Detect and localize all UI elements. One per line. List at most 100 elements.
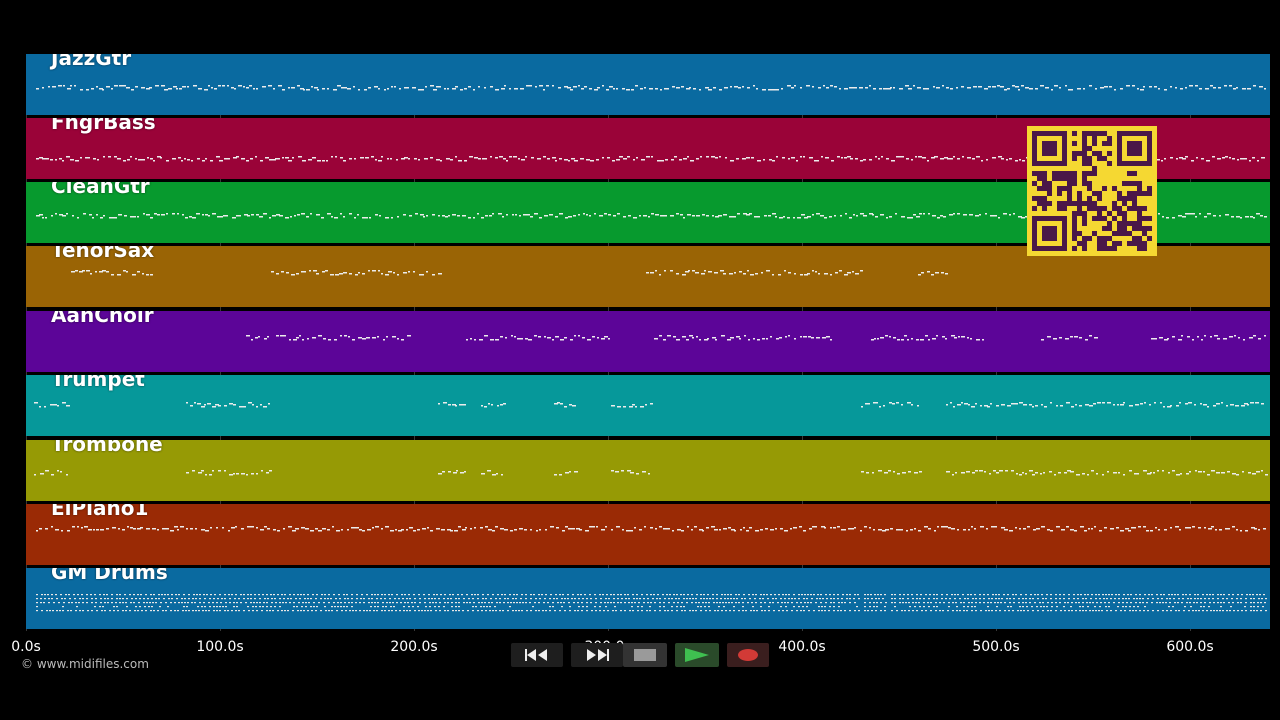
note-mark (841, 529, 844, 531)
play-button[interactable] (675, 643, 719, 667)
note-mark (1213, 87, 1216, 89)
track-lane-tenorsax[interactable]: TenorSax (26, 246, 1270, 307)
note-mark (284, 594, 286, 596)
note-mark (995, 610, 997, 612)
note-mark (1230, 606, 1232, 608)
note-mark (1094, 526, 1096, 528)
note-mark (318, 602, 320, 604)
note-mark (1256, 471, 1260, 473)
note-mark (205, 610, 207, 612)
note-mark (1252, 473, 1256, 475)
note-mark (477, 598, 479, 600)
note-mark (606, 594, 608, 596)
note-mark (1150, 530, 1153, 532)
note-mark (888, 470, 891, 472)
note-mark (205, 474, 207, 476)
note-mark (217, 216, 220, 218)
note-mark (1175, 610, 1177, 612)
note-mark (273, 88, 275, 90)
note-mark (721, 610, 723, 612)
note-mark (327, 213, 331, 215)
note-mark (1004, 89, 1007, 91)
rewind-button[interactable] (511, 643, 563, 667)
note-mark (334, 606, 336, 608)
note-mark (443, 402, 447, 404)
note-mark (210, 594, 212, 596)
note-mark (503, 403, 506, 405)
note-mark (466, 339, 468, 341)
track-lane-elpiano1[interactable]: ElPiano1 (26, 504, 1270, 565)
note-mark (613, 594, 615, 596)
note-mark (961, 472, 965, 474)
note-mark (163, 598, 165, 600)
note-mark (1074, 530, 1077, 532)
note-mark (813, 610, 815, 612)
note-mark (818, 610, 820, 612)
note-mark (227, 158, 230, 160)
note-mark (392, 336, 396, 338)
note-mark (544, 336, 546, 338)
note-mark (74, 85, 76, 87)
stop-button[interactable] (623, 643, 667, 667)
note-mark (526, 85, 530, 87)
note-mark (821, 156, 823, 158)
note-mark (659, 598, 661, 600)
note-mark (1083, 88, 1085, 90)
note-mark (307, 598, 309, 600)
note-mark (702, 602, 704, 604)
note-mark (287, 598, 289, 600)
note-mark (894, 606, 896, 608)
note-mark (1159, 602, 1161, 604)
track-lane-trombone[interactable]: Trombone (26, 440, 1270, 501)
note-mark (818, 87, 821, 89)
qr-module (1132, 236, 1137, 241)
track-lane-aahchoir[interactable]: AahChoir (26, 311, 1270, 372)
qr-module (1097, 211, 1102, 216)
note-mark (637, 610, 639, 612)
note-mark (330, 598, 332, 600)
note-mark (1181, 335, 1183, 337)
note-mark (193, 594, 195, 596)
note-mark (821, 610, 823, 612)
note-mark (1029, 598, 1031, 600)
note-mark (953, 156, 955, 158)
note-mark (1233, 88, 1236, 90)
note-mark (1029, 404, 1032, 406)
track-lane-gm-drums[interactable]: GM Drums (26, 568, 1270, 629)
note-mark (1068, 598, 1070, 600)
note-mark (1245, 216, 1249, 218)
note-mark (154, 213, 157, 215)
note-mark (1172, 336, 1175, 338)
qr-module (1032, 181, 1037, 186)
note-mark (806, 85, 810, 87)
note-mark (650, 403, 653, 405)
note-mark (1264, 602, 1266, 604)
note-mark (396, 602, 398, 604)
note-mark (429, 602, 431, 604)
note-mark (987, 406, 990, 408)
note-mark (366, 594, 368, 596)
note-mark (398, 530, 402, 532)
record-button[interactable] (727, 643, 769, 667)
note-mark (935, 610, 937, 612)
note-mark (289, 339, 291, 341)
note-mark (58, 602, 60, 604)
fast-forward-button[interactable] (571, 643, 623, 667)
note-mark (983, 594, 985, 596)
note-mark (337, 606, 339, 608)
note-mark (44, 594, 46, 596)
note-mark (655, 528, 657, 530)
note-mark (878, 470, 882, 472)
note-mark (1059, 87, 1061, 89)
track-lane-trumpet[interactable]: Trumpet (26, 375, 1270, 436)
note-mark (946, 404, 948, 406)
note-mark (1079, 405, 1082, 407)
qr-module (1082, 241, 1087, 246)
note-mark (807, 594, 809, 596)
note-mark (278, 85, 282, 87)
track-lane-jazzgtr[interactable]: JazzGtr (26, 54, 1270, 115)
note-mark (281, 610, 283, 612)
note-mark (957, 529, 959, 531)
note-mark (472, 610, 474, 612)
note-mark (1032, 474, 1035, 476)
